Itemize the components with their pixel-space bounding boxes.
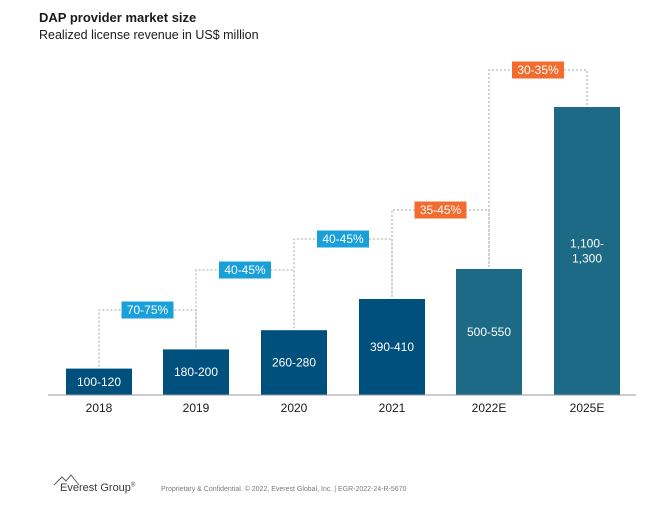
chart-subtitle: Realized license revenue in US$ million: [39, 28, 259, 42]
logo-text: Everest Group®: [60, 482, 136, 494]
chart-title: DAP provider market size: [39, 10, 197, 25]
x-tick-label-2018: 2018: [86, 401, 113, 415]
bar-value-label-2019: 180-200: [174, 365, 218, 379]
growth-label-2020-2021: 40-45%: [322, 232, 364, 246]
bar-2018: [66, 368, 132, 395]
x-tick-label-2025E: 2025E: [570, 401, 605, 415]
bar-chart: 100-120 180-200 260-280 390-410 500-550 1,100…: [48, 61, 636, 415]
x-tick-label-2019: 2019: [183, 401, 210, 415]
growth-label-2019-2020: 40-45%: [224, 263, 266, 277]
bar-value-label-2022E: 500-550: [467, 325, 511, 339]
footer-note: Proprietary & Confidential. © 2022, Ever…: [161, 486, 407, 493]
bar-value-label-2018: 100-120: [77, 375, 121, 389]
growth-badge-2022E-2025E: [512, 61, 564, 79]
bar-2025E: [554, 107, 620, 395]
growth-badge-2020-2021: [317, 230, 369, 248]
growth-badge-2019-2020: [219, 261, 271, 279]
everest-group-logo: Everest Group®: [52, 474, 147, 496]
growth-label-2021-2022E: 35-45%: [420, 203, 462, 217]
bar-2020: [261, 330, 327, 395]
mountain-icon: [53, 474, 80, 486]
bar-2022E: [456, 269, 522, 395]
bar-2019: [163, 349, 229, 395]
growth-label-2022E-2025E: 30-35%: [517, 63, 559, 77]
x-tick-label-2022E: 2022E: [472, 401, 507, 415]
bar-value-label-2020: 260-280: [272, 356, 316, 370]
growth-label-2018-2019: 70-75%: [127, 303, 169, 317]
growth-badge-2021-2022E: [414, 201, 467, 219]
bar-2021: [359, 299, 425, 395]
bar-value-label-2025E: 1,100-1,300: [570, 237, 604, 266]
x-tick-label-2020: 2020: [281, 401, 308, 415]
bar-value-label-2021: 390-410: [370, 340, 414, 354]
x-tick-label-2021: 2021: [379, 401, 406, 415]
footer: Everest Group® Proprietary & Confidentia…: [52, 474, 407, 496]
growth-badge-2018-2019: [121, 301, 174, 319]
